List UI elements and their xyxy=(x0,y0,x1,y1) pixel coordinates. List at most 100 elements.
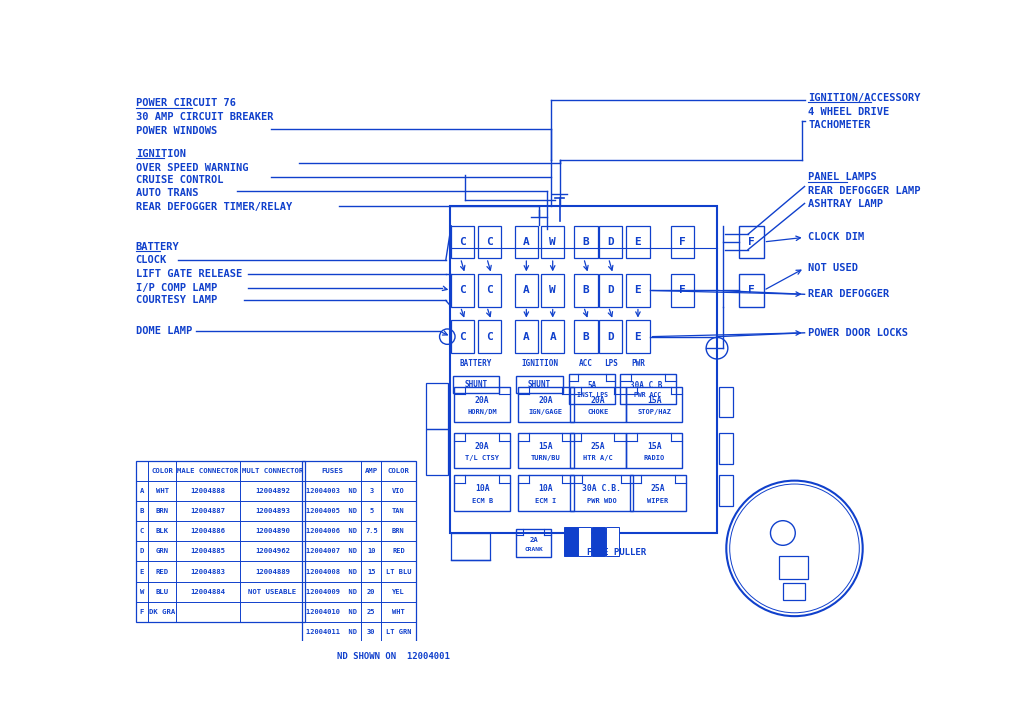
Text: E: E xyxy=(139,569,144,575)
Text: 25A: 25A xyxy=(651,485,666,493)
Text: A: A xyxy=(139,488,144,495)
Text: D: D xyxy=(607,237,614,247)
Text: D: D xyxy=(607,285,614,295)
Text: PWR WDO: PWR WDO xyxy=(587,498,616,504)
Text: 12004009  ND: 12004009 ND xyxy=(306,588,357,595)
Text: VIO: VIO xyxy=(392,488,404,495)
Text: WIPER: WIPER xyxy=(647,498,669,504)
Bar xyxy=(630,475,686,510)
Text: RADIO: RADIO xyxy=(644,456,665,462)
Text: 12004890: 12004890 xyxy=(255,528,290,534)
Text: 15A: 15A xyxy=(539,442,553,451)
Text: E: E xyxy=(635,285,641,295)
Text: NOT USEABLE: NOT USEABLE xyxy=(249,588,297,595)
Text: CRUISE CONTROL: CRUISE CONTROL xyxy=(136,176,223,185)
Text: AUTO TRANS: AUTO TRANS xyxy=(136,188,199,198)
Text: 12004007  ND: 12004007 ND xyxy=(306,549,357,554)
Text: REAR DEFOGGER LAMP: REAR DEFOGGER LAMP xyxy=(809,186,921,196)
Text: F: F xyxy=(139,608,144,615)
Text: DOME LAMP: DOME LAMP xyxy=(136,326,193,336)
Text: CRANK: CRANK xyxy=(524,546,543,552)
Text: 10A: 10A xyxy=(539,485,553,493)
Text: 25: 25 xyxy=(367,608,376,615)
Bar xyxy=(574,274,598,307)
Bar xyxy=(516,376,563,393)
Text: B: B xyxy=(583,237,590,247)
Text: 20A: 20A xyxy=(475,442,489,451)
Bar xyxy=(477,226,501,258)
Text: CHOKE: CHOKE xyxy=(587,409,608,415)
Bar xyxy=(569,475,633,510)
Text: REAR DEFOGGER: REAR DEFOGGER xyxy=(809,289,890,300)
Text: LPS: LPS xyxy=(604,359,617,368)
Bar xyxy=(518,475,573,510)
Text: LT BLU: LT BLU xyxy=(386,569,412,575)
Text: 12004962: 12004962 xyxy=(255,549,290,554)
Bar xyxy=(627,274,649,307)
Bar xyxy=(455,387,510,422)
Text: 5A: 5A xyxy=(588,381,597,390)
Text: ASHTRAY LAMP: ASHTRAY LAMP xyxy=(809,199,884,210)
Text: AMP: AMP xyxy=(365,469,378,474)
Bar xyxy=(719,387,732,418)
Text: 12004010  ND: 12004010 ND xyxy=(306,608,357,615)
Text: F: F xyxy=(679,285,685,295)
Text: 15A: 15A xyxy=(647,396,662,405)
Text: BRN: BRN xyxy=(156,508,169,514)
Bar xyxy=(477,274,501,307)
Text: 15: 15 xyxy=(367,569,376,575)
Text: A: A xyxy=(523,332,529,342)
Bar xyxy=(518,387,573,422)
Bar xyxy=(783,583,805,600)
Bar xyxy=(450,206,717,533)
Text: W: W xyxy=(549,285,556,295)
Bar xyxy=(452,274,474,307)
Text: PWR: PWR xyxy=(631,359,645,368)
Text: C: C xyxy=(485,332,493,342)
Bar xyxy=(592,527,605,556)
Text: T/L CTSY: T/L CTSY xyxy=(465,456,499,462)
Bar xyxy=(627,320,649,353)
Bar xyxy=(302,462,416,642)
Text: 4 WHEEL DRIVE: 4 WHEEL DRIVE xyxy=(809,107,890,117)
Text: C: C xyxy=(460,237,466,247)
Bar xyxy=(515,226,538,258)
Text: OVER SPEED WARNING: OVER SPEED WARNING xyxy=(136,163,248,173)
Text: E: E xyxy=(635,332,641,342)
Bar xyxy=(599,274,623,307)
Text: BATTERY: BATTERY xyxy=(460,359,493,368)
Text: A: A xyxy=(549,332,556,342)
Bar xyxy=(627,387,682,422)
Text: TAN: TAN xyxy=(392,508,404,514)
Text: F: F xyxy=(748,237,755,247)
Text: HTR A/C: HTR A/C xyxy=(583,456,612,462)
Text: LIFT GATE RELEASE: LIFT GATE RELEASE xyxy=(136,269,242,279)
Text: BRN: BRN xyxy=(392,528,404,534)
Text: 3: 3 xyxy=(370,488,374,495)
Bar xyxy=(574,320,598,353)
Bar xyxy=(719,433,732,464)
Text: 12004008  ND: 12004008 ND xyxy=(306,569,357,575)
Bar xyxy=(671,226,693,258)
Text: B: B xyxy=(583,332,590,342)
Text: 25A: 25A xyxy=(591,442,605,451)
Bar xyxy=(136,462,305,621)
Text: 12004883: 12004883 xyxy=(190,569,225,575)
Text: C: C xyxy=(485,285,493,295)
Text: A: A xyxy=(523,285,529,295)
Text: COLOR: COLOR xyxy=(152,469,173,474)
Text: TACHOMETER: TACHOMETER xyxy=(809,120,871,130)
Bar xyxy=(518,433,573,468)
Text: 12004893: 12004893 xyxy=(255,508,290,514)
Text: 30A C.B.: 30A C.B. xyxy=(582,485,621,493)
Text: 12004006  ND: 12004006 ND xyxy=(306,528,357,534)
Bar xyxy=(671,274,693,307)
Text: W: W xyxy=(139,588,144,595)
Text: D: D xyxy=(139,549,144,554)
Text: A: A xyxy=(523,237,529,247)
Bar xyxy=(426,383,449,429)
Bar xyxy=(515,274,538,307)
Text: 5: 5 xyxy=(370,508,374,514)
Text: C: C xyxy=(139,528,144,534)
Text: C: C xyxy=(485,237,493,247)
